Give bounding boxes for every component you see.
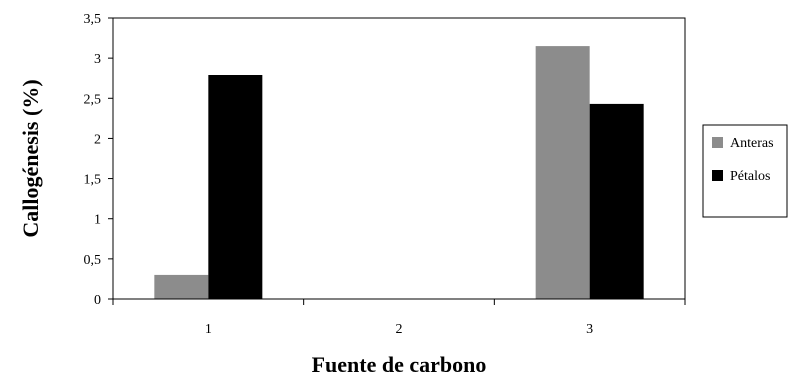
y-tick-label: 2 <box>94 132 101 147</box>
plot-area-frame <box>112 17 686 300</box>
x-tick-label: 3 <box>586 322 593 337</box>
bar-petalos-1 <box>208 75 263 299</box>
legend-label-petalos: Pétalos <box>730 169 770 184</box>
y-tick-label: 0 <box>94 293 101 308</box>
x-ticks-group: 1 2 3 <box>112 299 686 337</box>
y-tick-label: 3,5 <box>84 12 102 27</box>
bar-anteras-1 <box>154 274 209 299</box>
y-tick-label: 2,5 <box>84 92 102 107</box>
bar-anteras-3 <box>535 46 590 299</box>
y-tick-label: 1,5 <box>84 173 102 188</box>
legend-label-anteras: Anteras <box>730 136 774 151</box>
legend: Anteras Pétalos <box>702 124 788 218</box>
y-axis-title: Callogénesis (%) <box>18 79 43 237</box>
x-axis-title: Fuente de carbono <box>312 352 487 377</box>
y-tick-label: 0,5 <box>84 253 102 268</box>
legend-swatch-petalos <box>712 170 723 181</box>
y-tick-label: 1 <box>94 213 101 228</box>
x-tick-label: 2 <box>396 322 403 337</box>
legend-swatch-anteras <box>712 137 723 148</box>
bar-petalos-3 <box>589 103 644 299</box>
bars-group <box>154 46 644 299</box>
y-ticks-group: 0 0,5 1 1,5 2 2,5 3 3,5 <box>84 12 113 308</box>
y-tick-label: 3 <box>94 52 101 67</box>
x-tick-label: 1 <box>205 322 212 337</box>
